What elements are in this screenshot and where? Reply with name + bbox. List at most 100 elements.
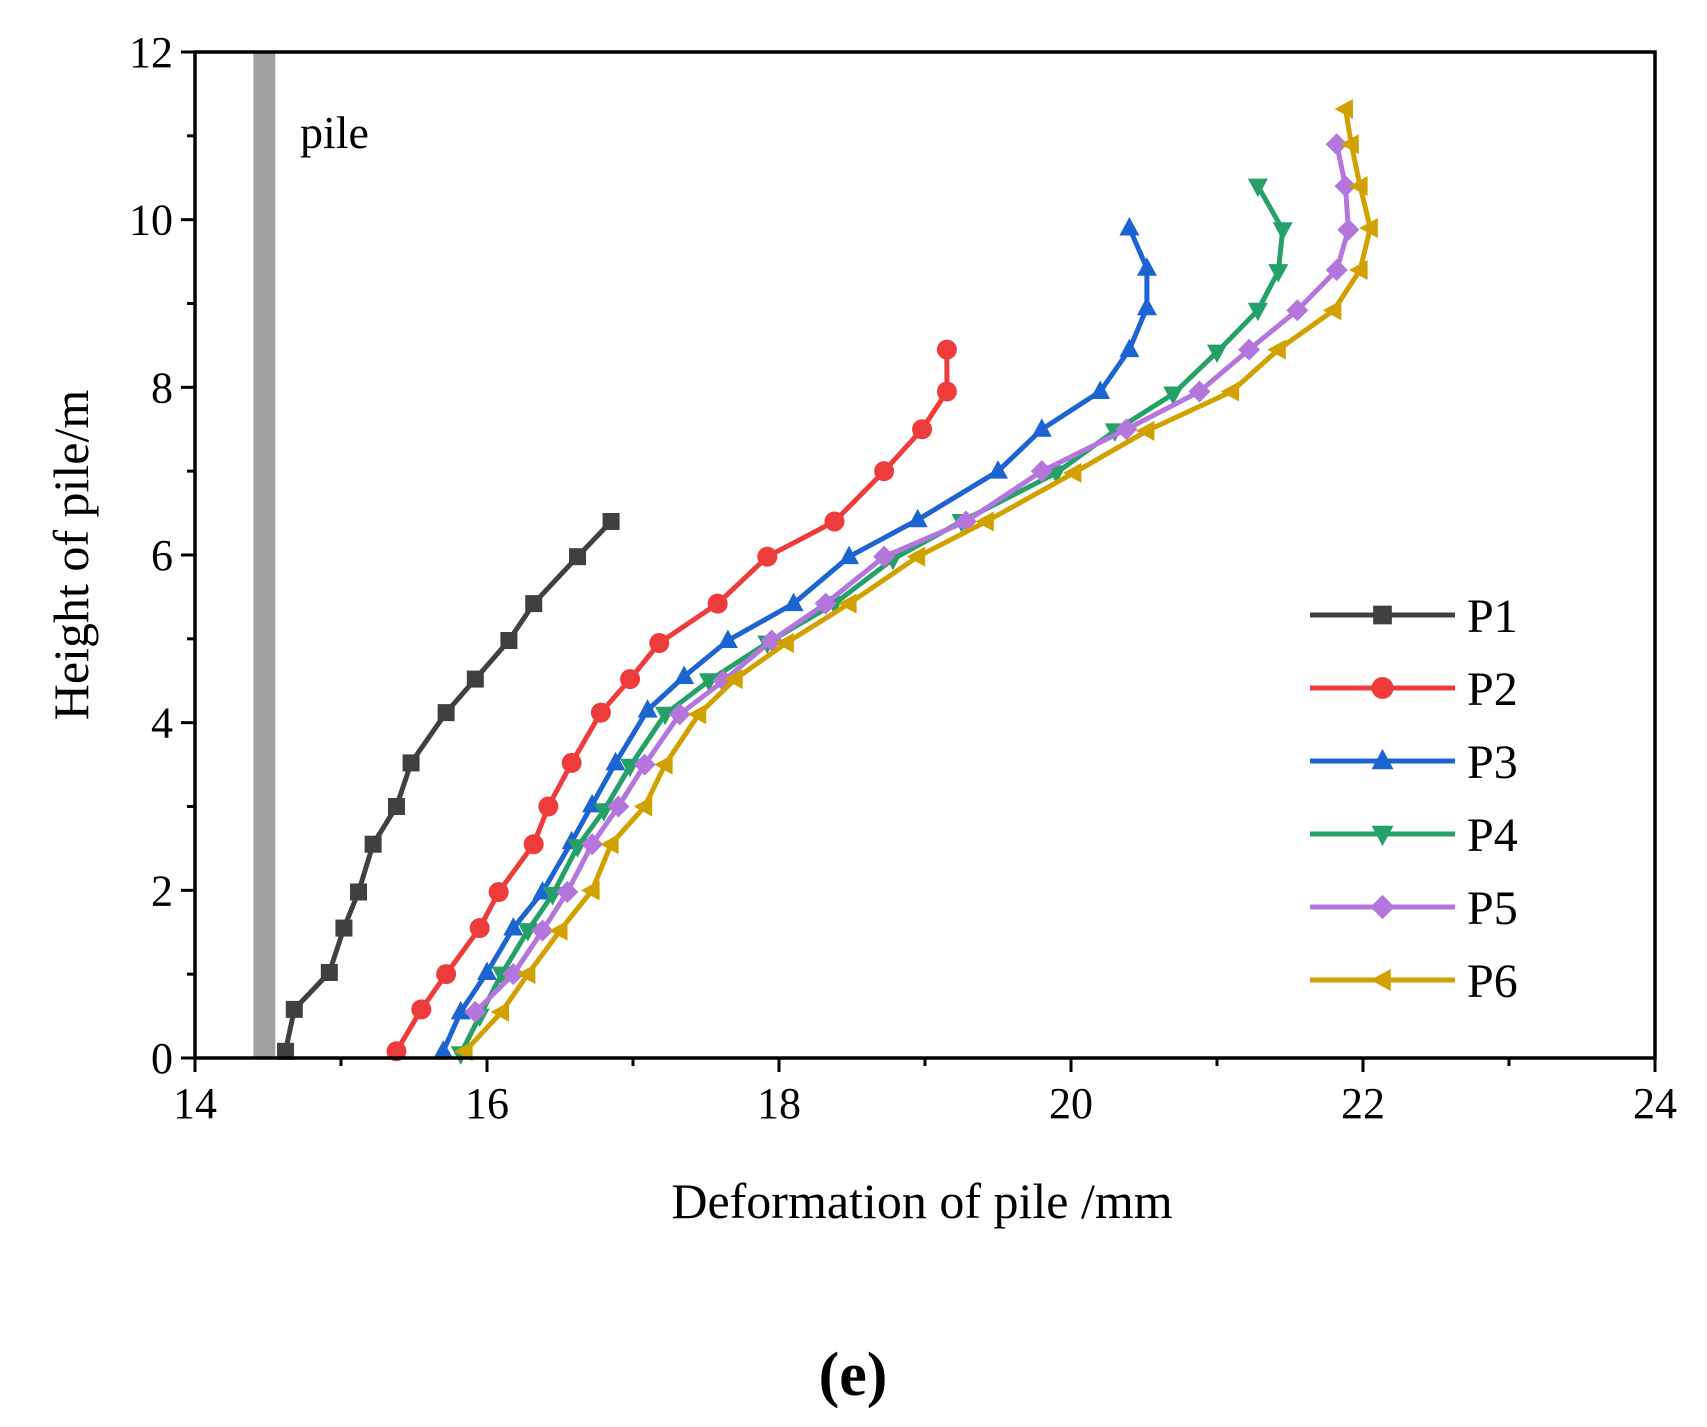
series-line-p5: [473, 143, 1351, 1014]
legend-marker: [1373, 605, 1392, 625]
legend-marker: [1370, 969, 1391, 991]
legend: P1 P2 P3 P4 P5 P6: [1310, 590, 1518, 1008]
data-point-p5: [760, 629, 783, 652]
data-point-p5: [633, 753, 656, 776]
x-tick-label: 18: [757, 1079, 801, 1128]
data-point-p6: [490, 1001, 510, 1022]
data-point-p6: [1340, 134, 1359, 155]
data-point-p2: [936, 381, 957, 402]
legend-label: P2: [1467, 663, 1518, 716]
legend-item-p4: P4: [1310, 809, 1518, 862]
y-axis-ticks: [181, 50, 195, 1060]
data-point-p2: [824, 511, 845, 532]
data-point-p6: [516, 964, 536, 985]
data-point-p3: [674, 665, 695, 685]
data-point-p6: [600, 834, 619, 855]
data-point-p3: [1119, 217, 1140, 236]
y-tick-label: 8: [151, 363, 173, 412]
y-tick-label: 12: [129, 28, 173, 77]
data-point-p3: [783, 592, 804, 612]
data-point-p5: [1238, 338, 1261, 361]
data-point-p6: [687, 704, 707, 725]
data-point-p5: [873, 545, 896, 568]
data-point-p3: [477, 961, 497, 980]
data-point-p3: [503, 917, 524, 936]
data-point-p1: [466, 670, 484, 688]
legend-item-p5: P5: [1310, 882, 1518, 935]
data-point-p6: [1062, 462, 1082, 483]
x-tick-labels: 14 16 18 20 22 24: [173, 1079, 1677, 1128]
data-point-p5: [1115, 418, 1138, 441]
data-point-p3: [433, 1040, 454, 1059]
data-point-p4: [1247, 302, 1268, 322]
legend-item-p3: P3: [1310, 736, 1518, 789]
legend-label: P6: [1467, 955, 1518, 1008]
series-line-p6: [463, 108, 1373, 1053]
data-point-p6: [1322, 300, 1342, 321]
pile-band: [253, 52, 276, 1058]
data-point-p3: [839, 545, 860, 565]
data-point-p2: [523, 834, 544, 855]
series-p5: [464, 133, 1360, 1023]
data-point-p4: [1268, 264, 1289, 283]
data-point-p3: [717, 629, 738, 649]
data-point-p6: [775, 633, 794, 654]
panel-label: (e): [819, 1341, 888, 1409]
data-point-p2: [707, 593, 728, 614]
y-tick-label: 6: [151, 531, 173, 580]
data-point-p6: [1334, 99, 1353, 120]
data-point-p6: [906, 546, 926, 567]
data-point-p3: [1031, 418, 1052, 437]
data-point-p4: [1163, 386, 1184, 406]
data-point-p6: [581, 880, 600, 901]
data-point-p6: [1220, 381, 1240, 402]
data-point-p1: [569, 548, 587, 566]
data-point-p6: [838, 593, 857, 614]
data-point-p2: [411, 999, 432, 1020]
y-axis-title: Height of pile/m: [43, 390, 99, 721]
data-point-p3: [1136, 296, 1157, 316]
y-tick-labels: 0 2 4 6 8 10 12: [129, 28, 173, 1083]
data-point-p1: [500, 632, 518, 650]
data-point-p6: [975, 511, 994, 532]
data-point-p1: [277, 1042, 295, 1060]
data-point-p2: [620, 669, 641, 690]
data-point-p3: [605, 751, 626, 771]
legend-item-p2: P2: [1310, 663, 1518, 716]
data-point-p2: [469, 918, 490, 939]
data-point-p6: [724, 669, 743, 690]
data-point-p5: [1325, 258, 1348, 281]
legend-label: P1: [1467, 590, 1518, 643]
data-point-p4: [1272, 222, 1293, 241]
data-point-p3: [1119, 338, 1140, 358]
data-point-p2: [590, 702, 611, 723]
data-point-p5: [502, 963, 525, 986]
data-point-p3: [637, 699, 658, 718]
data-point-p5: [531, 919, 554, 942]
data-point-p5: [1337, 218, 1360, 241]
data-point-p6: [1349, 176, 1368, 197]
series-p3: [433, 217, 1157, 1059]
data-point-p1: [335, 919, 353, 937]
data-point-p1: [602, 512, 620, 530]
data-point-p6: [549, 920, 568, 941]
data-point-p3: [1090, 380, 1111, 400]
data-point-p4: [1247, 178, 1268, 198]
data-point-p4: [655, 706, 676, 726]
data-point-p5: [814, 592, 837, 615]
series-p1: [277, 512, 620, 1060]
data-point-p2: [912, 419, 933, 440]
y-tick-label: 2: [151, 866, 173, 915]
data-point-p4: [698, 673, 719, 692]
data-point-p6: [1349, 259, 1368, 280]
data-point-p5: [668, 703, 691, 726]
data-point-p3: [907, 508, 928, 528]
data-point-p1: [364, 835, 382, 853]
data-point-p1: [285, 1000, 303, 1018]
data-point-p2: [649, 633, 670, 654]
series-p2: [386, 339, 957, 1062]
data-point-p5: [556, 881, 579, 904]
data-point-p5: [464, 1000, 487, 1023]
data-point-p5: [581, 833, 604, 856]
data-point-p2: [757, 546, 778, 567]
